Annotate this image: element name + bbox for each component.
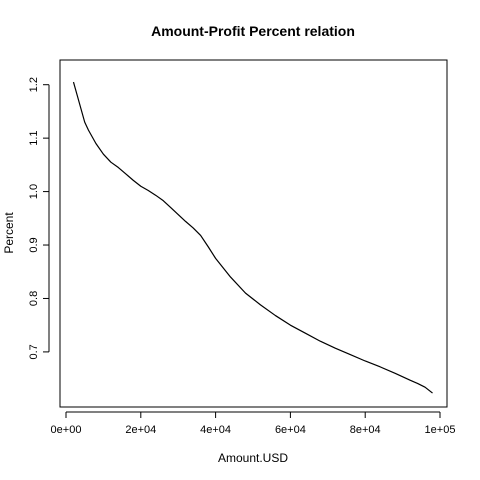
y-tick-label: 1.1 <box>28 130 40 145</box>
x-tick-label: 0e+00 <box>51 424 82 436</box>
series-line <box>72 81 433 394</box>
x-tick-label: 6e+04 <box>275 424 306 436</box>
x-tick-label: 2e+04 <box>125 424 156 436</box>
x-tick-label: 8e+04 <box>350 424 381 436</box>
y-tick-label: 1.0 <box>28 184 40 199</box>
x-tick-label: 4e+04 <box>200 424 231 436</box>
x-axis: 0e+00 2e+04 4e+04 6e+04 8e+04 1e+05 <box>51 411 456 436</box>
chart-title: Amount-Profit Percent relation <box>151 23 355 39</box>
y-axis: 0.7 0.8 0.9 1.0 1.1 1.2 <box>28 77 50 360</box>
y-tick-label: 0.9 <box>28 237 40 252</box>
y-axis-label: Percent <box>2 212 16 254</box>
y-tick-label: 1.2 <box>28 77 40 92</box>
x-axis-label: Amount.USD <box>218 451 288 465</box>
x-tick-label: 1e+05 <box>425 424 456 436</box>
series-layer <box>72 81 433 394</box>
plot-frame <box>59 59 448 408</box>
y-tick-label: 0.7 <box>28 344 40 359</box>
y-tick-label: 0.8 <box>28 291 40 306</box>
